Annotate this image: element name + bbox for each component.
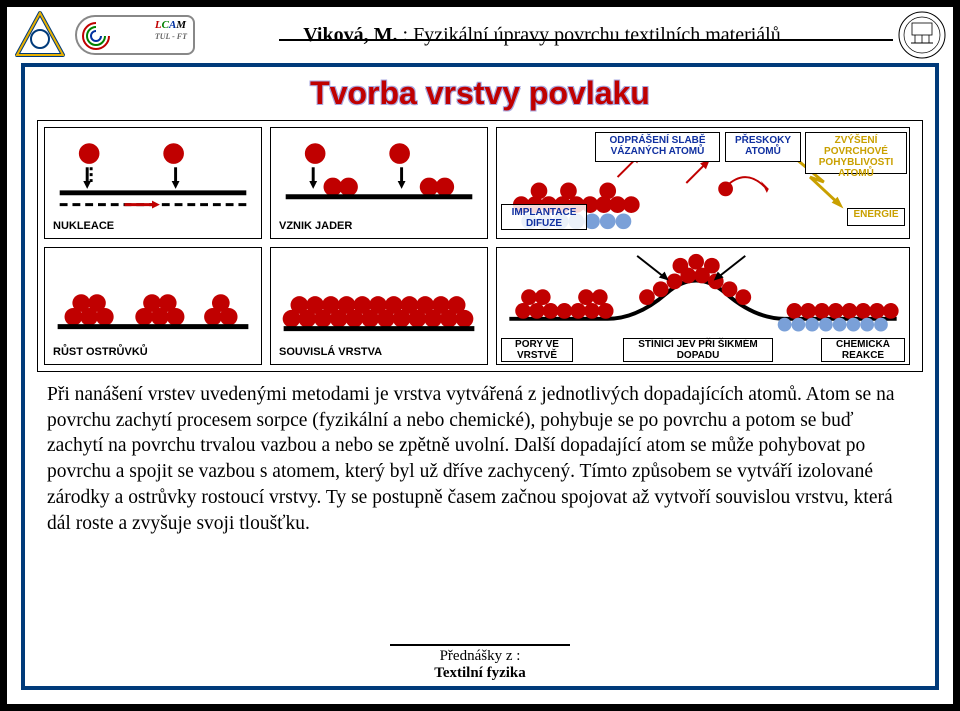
footer-line2: Textilní fyzika — [434, 665, 526, 681]
sublabel-zvyseni: ZVÝŠENÍ POVRCHOVÉ POHYBLIVOSTI ATOMŮ — [805, 132, 907, 174]
panel-right-bottom: PORY VE VRSTVĚ STÍNÍCÍ JEV PŘI ŠIKMÉM DO… — [496, 247, 910, 365]
label-vznik-jader: VZNIK JADER — [279, 220, 352, 232]
sublabel-pory: PORY VE VRSTVĚ — [501, 338, 573, 362]
university-seal-icon — [897, 10, 947, 60]
content-frame: Tvorba vrstvy povlaku NUKLEACE — [21, 63, 939, 690]
panel-nukleace: NUKLEACE — [44, 127, 262, 239]
body-text: Při nanášení vrstev uvedenými metodami j… — [47, 382, 913, 536]
panel-rust: RŮST OSTRŮVKŮ — [44, 247, 262, 365]
header-underline — [279, 39, 893, 41]
header-title: Viková, M. : Fyzikální úpravy povrchu te… — [195, 24, 897, 47]
label-souvisla: SOUVISLÁ VRSTVA — [279, 346, 382, 358]
label-nukleace: NUKLEACE — [53, 220, 114, 232]
sublabel-stinici: STÍNÍCÍ JEV PŘI ŠIKMÉM DOPADU — [623, 338, 773, 362]
diagram: NUKLEACE VZNIK JADER — [37, 120, 923, 372]
footer: Přednášky z : Textilní fyzika — [390, 644, 570, 683]
footer-line1: Přednášky z : — [440, 648, 521, 664]
panel-souvisla: SOUVISLÁ VRSTVA — [270, 247, 488, 365]
panel-right-composite: ODPRÁŠENÍ SLABĚ VÁZANÝCH ATOMŮ PŘESKOKY … — [496, 127, 910, 239]
header-bar: LCAM TUL - FT Viková, M. : Fyzikální úpr… — [7, 7, 953, 63]
lcam-text: LCAM TUL - FT — [155, 20, 187, 42]
header-author: Viková, M. — [303, 24, 397, 46]
header-subtitle: Fyzikální úpravy povrchu textilních mate… — [413, 24, 781, 46]
sublabel-odpraseni: ODPRÁŠENÍ SLABĚ VÁZANÝCH ATOMŮ — [595, 132, 720, 162]
sublabel-implantace: IMPLANTACE DIFUZE — [501, 204, 587, 230]
sublabel-preskoky: PŘESKOKY ATOMŮ — [725, 132, 801, 162]
triangle-logo-icon — [13, 9, 67, 61]
sublabel-energie: ENERGIE — [847, 208, 905, 226]
slide-title: Tvorba vrstvy povlaku — [25, 75, 935, 112]
label-rust: RŮST OSTRŮVKŮ — [53, 346, 148, 358]
lcam-logo-icon: LCAM TUL - FT — [75, 15, 195, 55]
panel-vznik-jader: VZNIK JADER — [270, 127, 488, 239]
header-sep: : — [398, 24, 414, 46]
sublabel-chemicka: CHEMICKÁ REAKCE — [821, 338, 905, 362]
slide: LCAM TUL - FT Viková, M. : Fyzikální úpr… — [6, 6, 954, 705]
